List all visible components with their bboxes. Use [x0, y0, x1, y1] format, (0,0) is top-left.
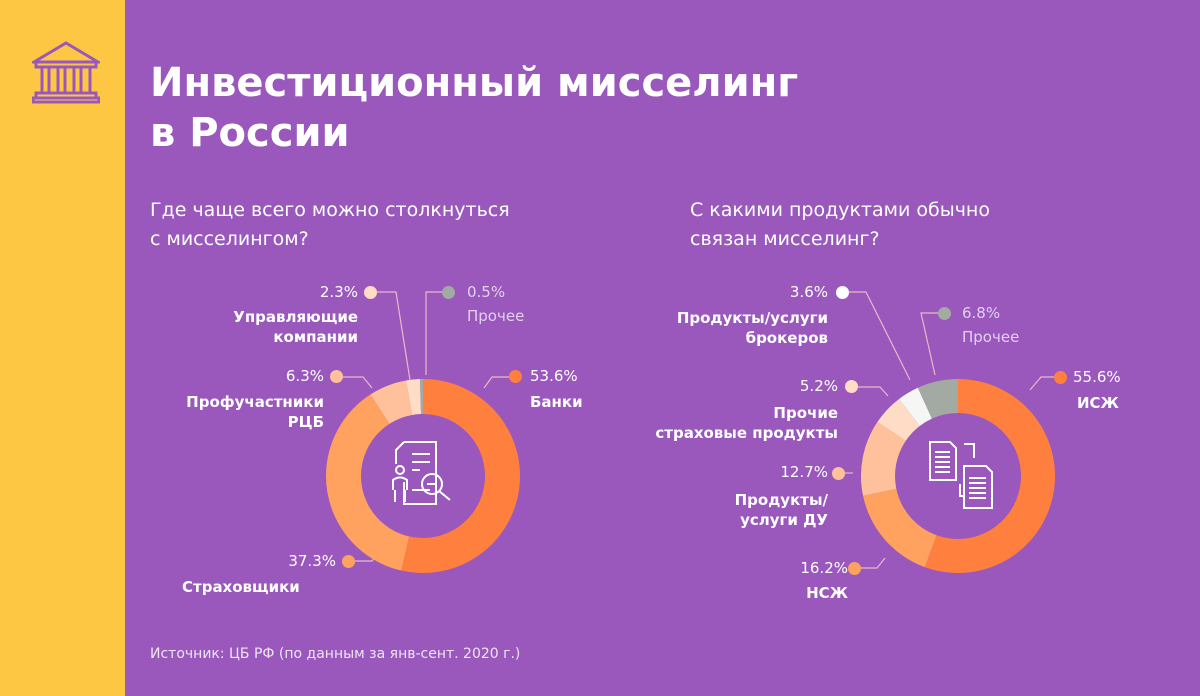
legend-dot [442, 286, 455, 299]
slice-value-other: 0.5% [467, 283, 506, 301]
slice-label-banks: Банки [530, 393, 583, 411]
label-line: РЦБ [287, 413, 324, 431]
donut-slice [401, 379, 520, 573]
chart1-question-line1: Где чаще всего можно столкнуться [150, 199, 510, 221]
donut-slice [419, 379, 423, 415]
donut-chart-2 [860, 379, 1055, 573]
sidebar-stripe [0, 0, 125, 696]
legend-dot [1054, 371, 1067, 384]
source-note: Источник: ЦБ РФ (по данным за янв-сент. … [150, 646, 521, 662]
title-line-2: в России [150, 110, 350, 156]
title-line-1: Инвестиционный мисселинг [150, 60, 799, 106]
donut-slice [860, 421, 906, 496]
slice-label-nsj: НСЖ [806, 584, 848, 602]
document-search-person-icon [392, 441, 451, 505]
legend-dot [342, 555, 355, 568]
page-title: Инвестиционный мисселинг в России [150, 58, 1050, 158]
legend-dot [364, 286, 377, 299]
legend-dot [845, 380, 858, 393]
chart2-question: С какими продуктами обычно связан миссел… [690, 196, 990, 254]
slice-value-du: 12.7% [780, 463, 828, 481]
chart2-question-line1: С какими продуктами обычно [690, 199, 990, 221]
leader-line [851, 386, 889, 397]
slice-value-nsj: 16.2% [800, 559, 848, 577]
slice-label-du: Продукты/услуги ДУ [735, 490, 828, 530]
legend-dot [330, 370, 343, 383]
leader-line [377, 291, 411, 381]
leader-line [857, 557, 886, 569]
label-line: брокеров [745, 329, 828, 347]
leader-line [920, 312, 944, 376]
slice-label-ins-prod: Прочие страховые продукты [655, 403, 838, 443]
donut-slice [924, 379, 1055, 573]
donut-slice [370, 380, 413, 424]
donut-chart-1 [325, 379, 520, 573]
slice-value-insurers: 37.3% [288, 552, 336, 570]
slice-value-brokers: 3.6% [789, 283, 828, 301]
legend-dot [938, 307, 951, 320]
label-line: компании [273, 328, 358, 346]
label-line: Управляющие [233, 308, 358, 326]
slice-value-uk: 2.3% [319, 283, 358, 301]
leader-line [341, 376, 373, 389]
label-line: страховые продукты [655, 424, 838, 442]
label-line: Продукты/ [734, 491, 828, 509]
donut-slice [917, 379, 958, 419]
label-line: Продукты/услуги [676, 309, 828, 327]
bank-building-icon [32, 41, 100, 104]
slice-value-isj: 55.6% [1073, 368, 1121, 386]
legend-dot [832, 467, 845, 480]
slice-label-brokers: Продукты/услуги брокеров [677, 308, 828, 348]
legend-dot [509, 370, 522, 383]
documents-exchange-icon [929, 441, 993, 509]
donut-slice [899, 387, 932, 426]
label-line: Прочие [773, 404, 838, 422]
chart2-question-line2: связан мисселинг? [690, 228, 880, 250]
donut-slice [877, 398, 920, 441]
chart1-question-line2: с мисселингом? [150, 228, 309, 250]
slice-label-insurers: Страховщики [182, 578, 300, 596]
label-line: Профучастники [186, 393, 324, 411]
slice-value-prof: 6.3% [285, 367, 324, 385]
slice-value-other2: 6.8% [962, 304, 1001, 322]
slice-value-ins-prod: 5.2% [799, 377, 838, 395]
legend-dot [836, 286, 849, 299]
leader-line [483, 376, 509, 389]
slice-label-isj: ИСЖ [1077, 394, 1119, 412]
slice-label-other: Прочее [467, 307, 525, 325]
chart1-question: Где чаще всего можно столкнуться с миссе… [150, 196, 510, 254]
leader-line [843, 291, 911, 381]
slice-label-uk: Управляющие компании [233, 307, 358, 347]
slice-value-banks: 53.6% [530, 367, 578, 385]
donut-slice [406, 379, 422, 415]
donut-slice [863, 488, 937, 568]
slice-label-other2: Прочее [962, 328, 1020, 346]
label-line: услуги ДУ [740, 511, 828, 529]
donut-slice [325, 394, 410, 571]
slice-label-prof: Профучастники РЦБ [186, 392, 324, 432]
legend-dot [848, 562, 861, 575]
leader-line [425, 291, 448, 375]
